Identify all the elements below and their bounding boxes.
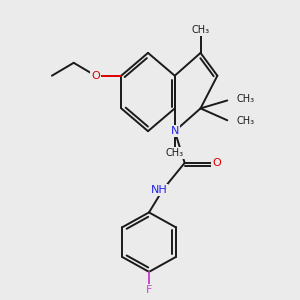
Text: CH₃: CH₃	[236, 94, 254, 104]
Text: F: F	[146, 285, 152, 295]
Text: N: N	[171, 126, 179, 136]
Text: CH₃: CH₃	[166, 148, 184, 158]
Text: O: O	[212, 158, 221, 168]
Text: CH₃: CH₃	[191, 25, 210, 35]
Text: CH₃: CH₃	[236, 116, 254, 126]
Text: NH: NH	[151, 184, 167, 195]
Text: O: O	[91, 71, 100, 81]
